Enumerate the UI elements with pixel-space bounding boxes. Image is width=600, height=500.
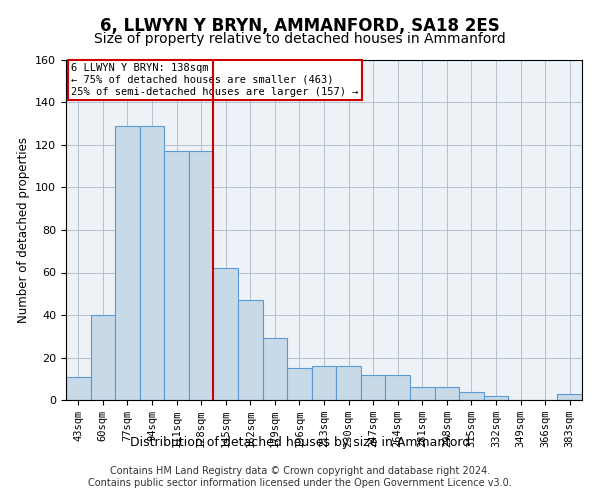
- Bar: [459, 392, 484, 400]
- Text: 6, LLWYN Y BRYN, AMMANFORD, SA18 2ES: 6, LLWYN Y BRYN, AMMANFORD, SA18 2ES: [100, 18, 500, 36]
- Bar: [484, 396, 508, 400]
- Y-axis label: Number of detached properties: Number of detached properties: [17, 137, 29, 323]
- Bar: [214, 268, 238, 400]
- Bar: [410, 387, 434, 400]
- Bar: [189, 152, 214, 400]
- Text: Contains HM Land Registry data © Crown copyright and database right 2024.
Contai: Contains HM Land Registry data © Crown c…: [88, 466, 512, 487]
- Bar: [312, 366, 336, 400]
- Bar: [91, 315, 115, 400]
- Bar: [115, 126, 140, 400]
- Bar: [557, 394, 582, 400]
- Bar: [434, 387, 459, 400]
- Bar: [140, 126, 164, 400]
- Bar: [238, 300, 263, 400]
- Text: 6 LLWYN Y BRYN: 138sqm
← 75% of detached houses are smaller (463)
25% of semi-de: 6 LLWYN Y BRYN: 138sqm ← 75% of detached…: [71, 64, 359, 96]
- Text: Distribution of detached houses by size in Ammanford: Distribution of detached houses by size …: [130, 436, 470, 449]
- Bar: [287, 368, 312, 400]
- Bar: [385, 374, 410, 400]
- Bar: [263, 338, 287, 400]
- Text: Size of property relative to detached houses in Ammanford: Size of property relative to detached ho…: [94, 32, 506, 46]
- Bar: [164, 152, 189, 400]
- Bar: [336, 366, 361, 400]
- Bar: [361, 374, 385, 400]
- Bar: [66, 376, 91, 400]
